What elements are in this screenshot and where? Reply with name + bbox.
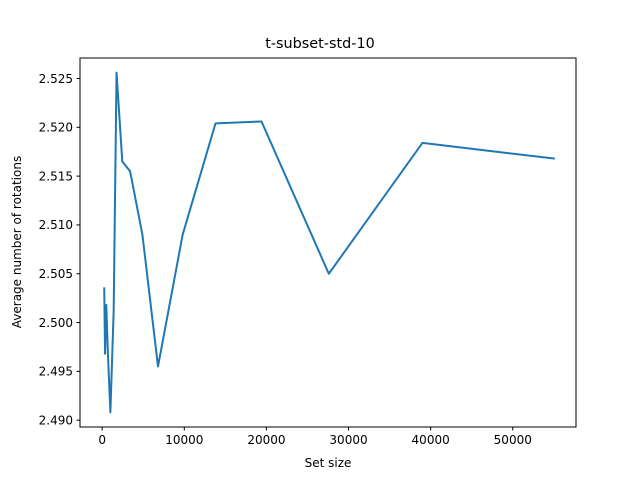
y-tick-label: 2.510 xyxy=(39,218,73,232)
y-axis-title: Average number of rotations xyxy=(10,156,24,328)
x-tick-label: 10000 xyxy=(165,433,203,447)
plot-frame xyxy=(79,57,577,428)
chart-title: t-subset-std-10 xyxy=(265,36,375,52)
x-tick-label: 40000 xyxy=(412,433,450,447)
y-axis-ticks: 2.490 2.495 2.500 2.505 2.510 2.515 2.520 2.525 xyxy=(39,72,80,427)
x-axis-title: Set size xyxy=(305,456,352,470)
y-tick-label: 2.495 xyxy=(39,365,73,379)
x-tick-label: 0 xyxy=(98,433,106,447)
x-tick-label: 20000 xyxy=(247,433,285,447)
y-tick-label: 2.525 xyxy=(39,72,73,86)
x-axis-ticks: 0 10000 20000 30000 40000 50000 xyxy=(98,427,532,447)
series-line xyxy=(103,71,555,414)
series-layer xyxy=(103,71,555,414)
y-tick-label: 2.520 xyxy=(39,121,73,135)
x-tick-label: 50000 xyxy=(494,433,532,447)
x-tick-label: 30000 xyxy=(329,433,367,447)
y-tick-label: 2.515 xyxy=(39,169,73,183)
y-tick-label: 2.500 xyxy=(39,316,73,330)
y-tick-label: 2.490 xyxy=(39,413,73,427)
y-tick-label: 2.505 xyxy=(39,267,73,281)
